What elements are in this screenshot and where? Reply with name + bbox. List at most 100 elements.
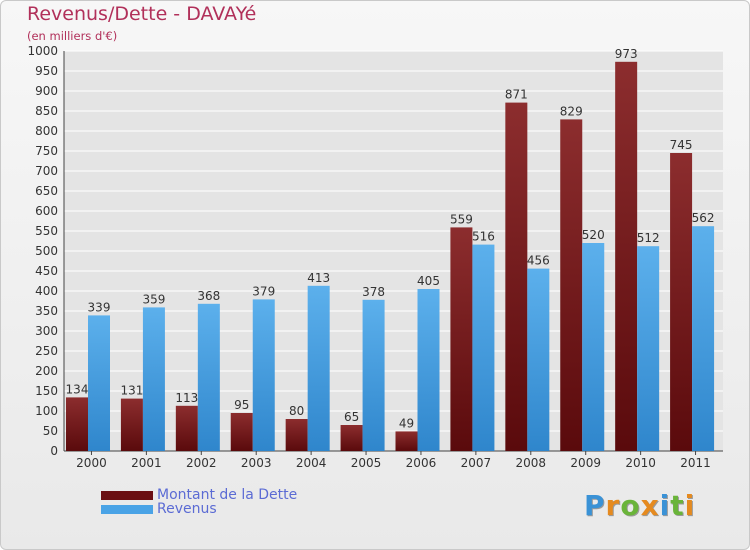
y-tick-label: 200 (35, 364, 58, 378)
y-tick-label: 750 (35, 144, 58, 158)
bars (66, 61, 715, 452)
bar-revenus (362, 299, 385, 451)
legend-label-debt: Montant de la Dette (157, 487, 298, 503)
data-label-revenus: 405 (417, 274, 440, 288)
data-label-dette: 49 (399, 416, 414, 430)
bar-revenus (637, 246, 660, 451)
x-tick-label: 2008 (516, 456, 547, 470)
chart-subtitle: (en milliers d'€) (27, 29, 118, 43)
y-tick-label: 0 (50, 444, 58, 458)
bar-revenus (472, 244, 495, 451)
bar-dette (395, 431, 418, 451)
data-label-dette: 134 (66, 382, 89, 396)
y-tick-label: 500 (35, 244, 58, 258)
logo-letter: o (620, 489, 641, 522)
data-label-dette: 559 (450, 212, 473, 226)
y-tick-label: 450 (35, 264, 58, 278)
x-tick-label: 2001 (131, 456, 162, 470)
logo-letter: r (605, 489, 621, 522)
y-tick-label: 650 (35, 184, 58, 198)
data-label-dette: 745 (670, 138, 693, 152)
bar-revenus (142, 307, 165, 451)
grid-lines (64, 50, 723, 452)
y-tick-label: 250 (35, 344, 58, 358)
x-tick-label: 2004 (296, 456, 327, 470)
bar-dette (230, 413, 253, 451)
data-label-dette: 80 (289, 404, 304, 418)
bar-revenus (307, 285, 330, 451)
proxiti-logo: Proxiti (584, 489, 695, 522)
x-tick-label: 2002 (186, 456, 217, 470)
bar-revenus (252, 299, 275, 451)
logo-letter: x (640, 489, 660, 522)
x-tick-label: 2011 (680, 456, 711, 470)
chart-title: Revenus/Dette - DAVAYé (27, 3, 257, 25)
y-tick-label: 300 (35, 324, 58, 338)
bar-dette (560, 119, 583, 452)
x-tick-label: 2009 (570, 456, 601, 470)
legend-swatch-debt (101, 491, 153, 500)
bar-dette (615, 61, 638, 452)
y-tick-label: 400 (35, 284, 58, 298)
y-tick-label: 800 (35, 124, 58, 138)
x-tick-label: 2007 (461, 456, 492, 470)
data-label-revenus: 512 (637, 231, 660, 245)
data-label-revenus: 456 (527, 254, 550, 268)
bar-revenus (417, 289, 440, 451)
data-label-dette: 131 (120, 384, 143, 398)
bar-dette (450, 227, 473, 451)
axes: 0 50 100 150 200 250 300 350 400 450 500 550 600 650 7… (27, 44, 723, 470)
x-tick-label: 2006 (406, 456, 437, 470)
data-labels: 134 339 131 359 113 368 95 379 80 413 65 378 49 405 55… (66, 47, 715, 431)
y-tick-label: 100 (35, 404, 58, 418)
data-label-revenus: 339 (88, 300, 111, 314)
bar-dette (340, 425, 363, 451)
bar-revenus (88, 315, 110, 451)
legend-swatch-revenus (101, 505, 153, 514)
bar-revenus (197, 303, 220, 451)
logo-letter: t (670, 489, 685, 522)
legend-label-revenus: Revenus (157, 501, 217, 517)
logo-letter: P (584, 489, 606, 522)
y-tick-label: 600 (35, 204, 58, 218)
bar-revenus (527, 268, 550, 451)
y-tick-label: 50 (43, 424, 58, 438)
x-tick-label: 2005 (351, 456, 382, 470)
y-tick-label: 850 (35, 104, 58, 118)
bar-revenus (582, 243, 605, 451)
data-label-revenus: 516 (472, 230, 495, 244)
data-label-revenus: 379 (252, 284, 275, 298)
y-tick-label: 700 (35, 164, 58, 178)
x-tick-label: 2000 (76, 456, 107, 470)
data-label-revenus: 413 (307, 271, 330, 285)
y-tick-label: 900 (35, 84, 58, 98)
y-tick-label: 350 (35, 304, 58, 318)
bar-dette (670, 153, 693, 451)
data-label-revenus: 359 (142, 292, 165, 306)
bar-dette (505, 102, 528, 451)
logo-letter: i (684, 489, 696, 522)
logo-letter: i (659, 489, 671, 522)
data-label-revenus: 562 (692, 211, 715, 225)
data-label-revenus: 520 (582, 228, 605, 242)
x-tick-label: 2010 (625, 456, 656, 470)
bar-dette (285, 419, 308, 451)
data-label-dette: 65 (344, 410, 359, 424)
bar-dette (66, 397, 88, 451)
bar-dette (175, 405, 198, 451)
data-label-dette: 113 (175, 391, 198, 405)
data-label-dette: 973 (615, 47, 638, 61)
y-tick-label: 150 (35, 384, 58, 398)
x-tick-label: 2003 (241, 456, 272, 470)
y-tick-label: 1000 (27, 44, 58, 58)
data-label-dette: 95 (234, 398, 249, 412)
y-tick-label: 950 (35, 64, 58, 78)
data-label-revenus: 378 (362, 285, 385, 299)
data-label-dette: 829 (560, 104, 583, 118)
bar-dette (120, 398, 143, 451)
y-tick-label: 550 (35, 224, 58, 238)
data-label-dette: 871 (505, 88, 528, 102)
data-label-revenus: 368 (197, 289, 220, 303)
